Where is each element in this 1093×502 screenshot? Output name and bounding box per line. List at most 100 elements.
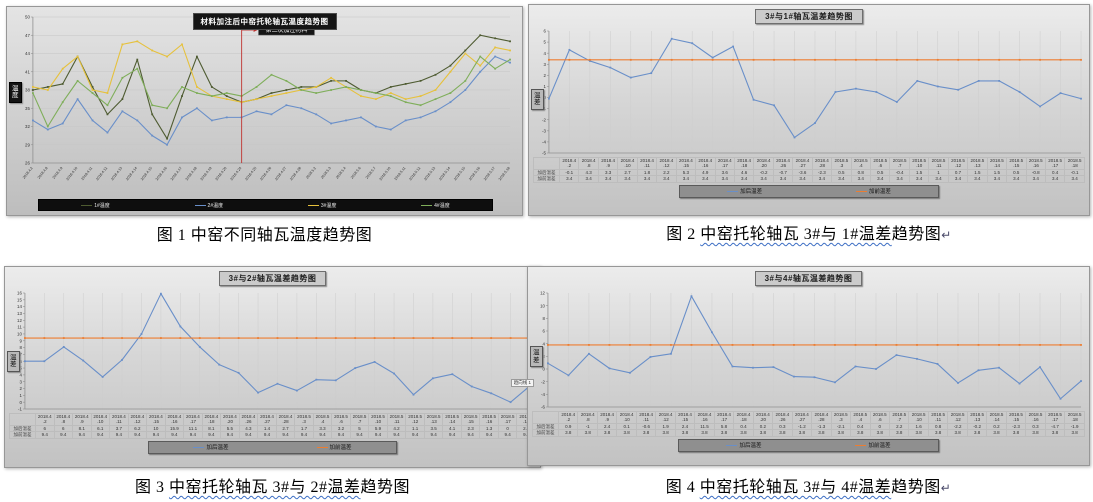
date-header-cell: 2018.4.27 (792, 157, 813, 170)
legend-item: 加后温差 (193, 443, 228, 451)
value-cell: 4.6 (733, 168, 755, 177)
figure-3-chart[interactable]: 3#与2#轴瓦温差趋势图 温差 趋向线 1 -1 0 1 2 3 4 5 6 7 8 9 10 11 12… (4, 266, 541, 468)
figure-1-chart[interactable]: 材料加注后中窑托轮轴瓦温度趋势图 温度 26 29 32 35 38 41 44 47 50 20… (6, 6, 523, 216)
date-header-cell: 2018.5.15 (1005, 411, 1027, 424)
date-header-cell: 2018.4.26 (772, 411, 793, 424)
value-cell: 9.4 (423, 431, 444, 439)
x-tick-label: 2018.4.27 (274, 166, 287, 181)
y-tick-label: 32 (25, 124, 30, 129)
x-tick-label: 2018.4.24 (230, 166, 243, 181)
value-cell: 3.4 (811, 175, 833, 183)
date-header-cell: 2018.4.2 (558, 157, 580, 170)
date-header-cell: 2018.4.18 (201, 413, 222, 426)
value-cell: 3.4 (947, 175, 969, 183)
chart-title: 3#与1#轴瓦温差趋势图 (755, 9, 863, 24)
paragraph-mark: ↵ (941, 228, 952, 242)
series-加后温差 (547, 295, 1082, 400)
date-header-cell: 2018.4.16 (694, 411, 715, 424)
y-tick-label: 0 (543, 367, 546, 372)
row-label: 加后温差 (533, 168, 560, 177)
value-cell: 3.4 (695, 175, 716, 183)
caption-wavy-text: 中窑托轮轴瓦 3#与 1#温差 (700, 226, 892, 243)
series-4#温度 (32, 55, 511, 128)
date-header-cell: 2018.4.18 (733, 157, 755, 170)
value-cell: 3.8 (772, 429, 793, 437)
value-cell: 3.8 (888, 429, 910, 437)
date-header-cell: 2018.5.4 (850, 411, 871, 424)
y-tick-label: -4 (542, 140, 546, 145)
date-header-cell: 2018.4.27 (791, 411, 813, 424)
legend-item: 加后温差 (727, 187, 762, 195)
y-tick-label: 3 (544, 62, 547, 67)
y-tick-label: 3 (20, 379, 23, 384)
value-cell: -0.4 (889, 168, 910, 177)
value-cell: 4.3 (578, 168, 599, 177)
date-header-cell: 2018.5.12 (405, 413, 425, 426)
data-table-area: 2018.4.2 2018.4.8 2018.4.9 2018.4.10 2018.4.… (5, 413, 540, 439)
x-tick-label: 2018.4.16 (155, 166, 168, 181)
value-cell: 3.4 (656, 175, 677, 183)
date-header-cell: 2018.5.7 (888, 411, 910, 424)
value-cell: 1.5 (908, 168, 930, 177)
y-tick-label: 1 (20, 393, 23, 398)
value-cell: 9.4 (35, 431, 55, 439)
y-tick-label: 10 (17, 332, 22, 337)
value-cell: 1.8 (636, 168, 658, 177)
chart-canvas: -6 -4 -2 0 2 4 6 8 10 12 (540, 291, 1082, 410)
legend-swatch (727, 190, 739, 192)
y-tick-label: -5 (542, 151, 546, 156)
x-tick-label: 2018.4.19 (200, 166, 213, 181)
caption-prefix: 图 2 (666, 226, 701, 243)
value-cell: 15.9 (164, 424, 185, 433)
value-cell: 3.4 (850, 175, 872, 183)
caption-wavy-text: 中窑托轮轴瓦 3#与 2#温差 (168, 479, 361, 496)
row-label: 加前温差 (532, 429, 559, 437)
caption-text: 中窑不同轴瓦温度趋势图 (190, 227, 373, 244)
date-header-cell: 2018.4.26 (772, 157, 794, 170)
caption-text: 趋势图 (360, 479, 411, 496)
y-tick-label: 6 (543, 329, 546, 334)
date-header-cell: 2018.4.26 (238, 413, 259, 426)
value-cell: 3.8 (557, 429, 579, 437)
date-header-cell: 2018.4.9 (597, 157, 619, 170)
figure-4-chart[interactable]: 3#与4#轴瓦温差趋势图 温差 -6 -4 -2 0 2 4 6 8 10 12 2018.4.2… (527, 266, 1090, 466)
x-tick-label: 2018.4.17 (170, 166, 183, 181)
value-cell: 3.8 (694, 429, 715, 437)
value-cell: 3.4 (578, 175, 599, 183)
date-header-cell: 2018.5.6 (869, 157, 891, 170)
y-tick-label: 35 (25, 106, 30, 111)
y-tick-label: 41 (25, 69, 30, 74)
y-tick-label: -1 (542, 106, 546, 111)
value-cell: 9.4 (312, 431, 333, 439)
x-tick-label: 2018.4.20 (215, 166, 228, 181)
value-cell: 9.4 (294, 431, 314, 439)
x-tick-label: 2018.4.15 (140, 166, 153, 181)
date-header-cell: 2018.5.17 (497, 413, 518, 426)
trendline-note: 趋向线 1 (510, 379, 534, 388)
value-cell: 9.4 (109, 431, 129, 439)
chart-legend: 加后温差 加前温差 (148, 440, 397, 454)
legend-label: 加前温差 (329, 445, 352, 452)
caption-prefix: 图 3 (134, 479, 169, 496)
date-header-cell: 2018.5.7 (889, 157, 910, 170)
legend-item: 加前温差 (855, 441, 891, 449)
plot-area: -6 -4 -2 0 2 4 6 8 10 12 (540, 291, 1082, 410)
date-header-cell: 2018.5.11 (928, 157, 949, 170)
value-cell: -3.6 (792, 168, 813, 177)
value-cell: 3.8 (927, 429, 949, 437)
legend-item: 加后温差 (726, 441, 761, 449)
legend-label: 1#温度 (94, 202, 110, 209)
legend-swatch (193, 446, 205, 448)
value-cell: 5.3 (675, 168, 697, 177)
value-cell: 3.8 (674, 429, 696, 437)
value-cell: 3.4 (617, 175, 638, 183)
value-cell: 3.4 (908, 175, 930, 183)
date-header-row: 2018.4.2 2018.4.8 2018.4.9 2018.4.10 2018.4.… (532, 411, 1085, 424)
x-tick-label: 2018.4.25 (244, 166, 257, 181)
figure-2-chart[interactable]: 3#与1#轴瓦温差趋势图 温差 -5 -4 -3 -2 -1 0 1 2 3 4 5 6 2018.4… (528, 4, 1090, 216)
value-cell: 3.4 (753, 175, 774, 183)
value-cell: 3.8 (577, 429, 598, 437)
y-tick-label: 6 (20, 359, 23, 364)
value-cell: 3.8 (752, 429, 774, 437)
